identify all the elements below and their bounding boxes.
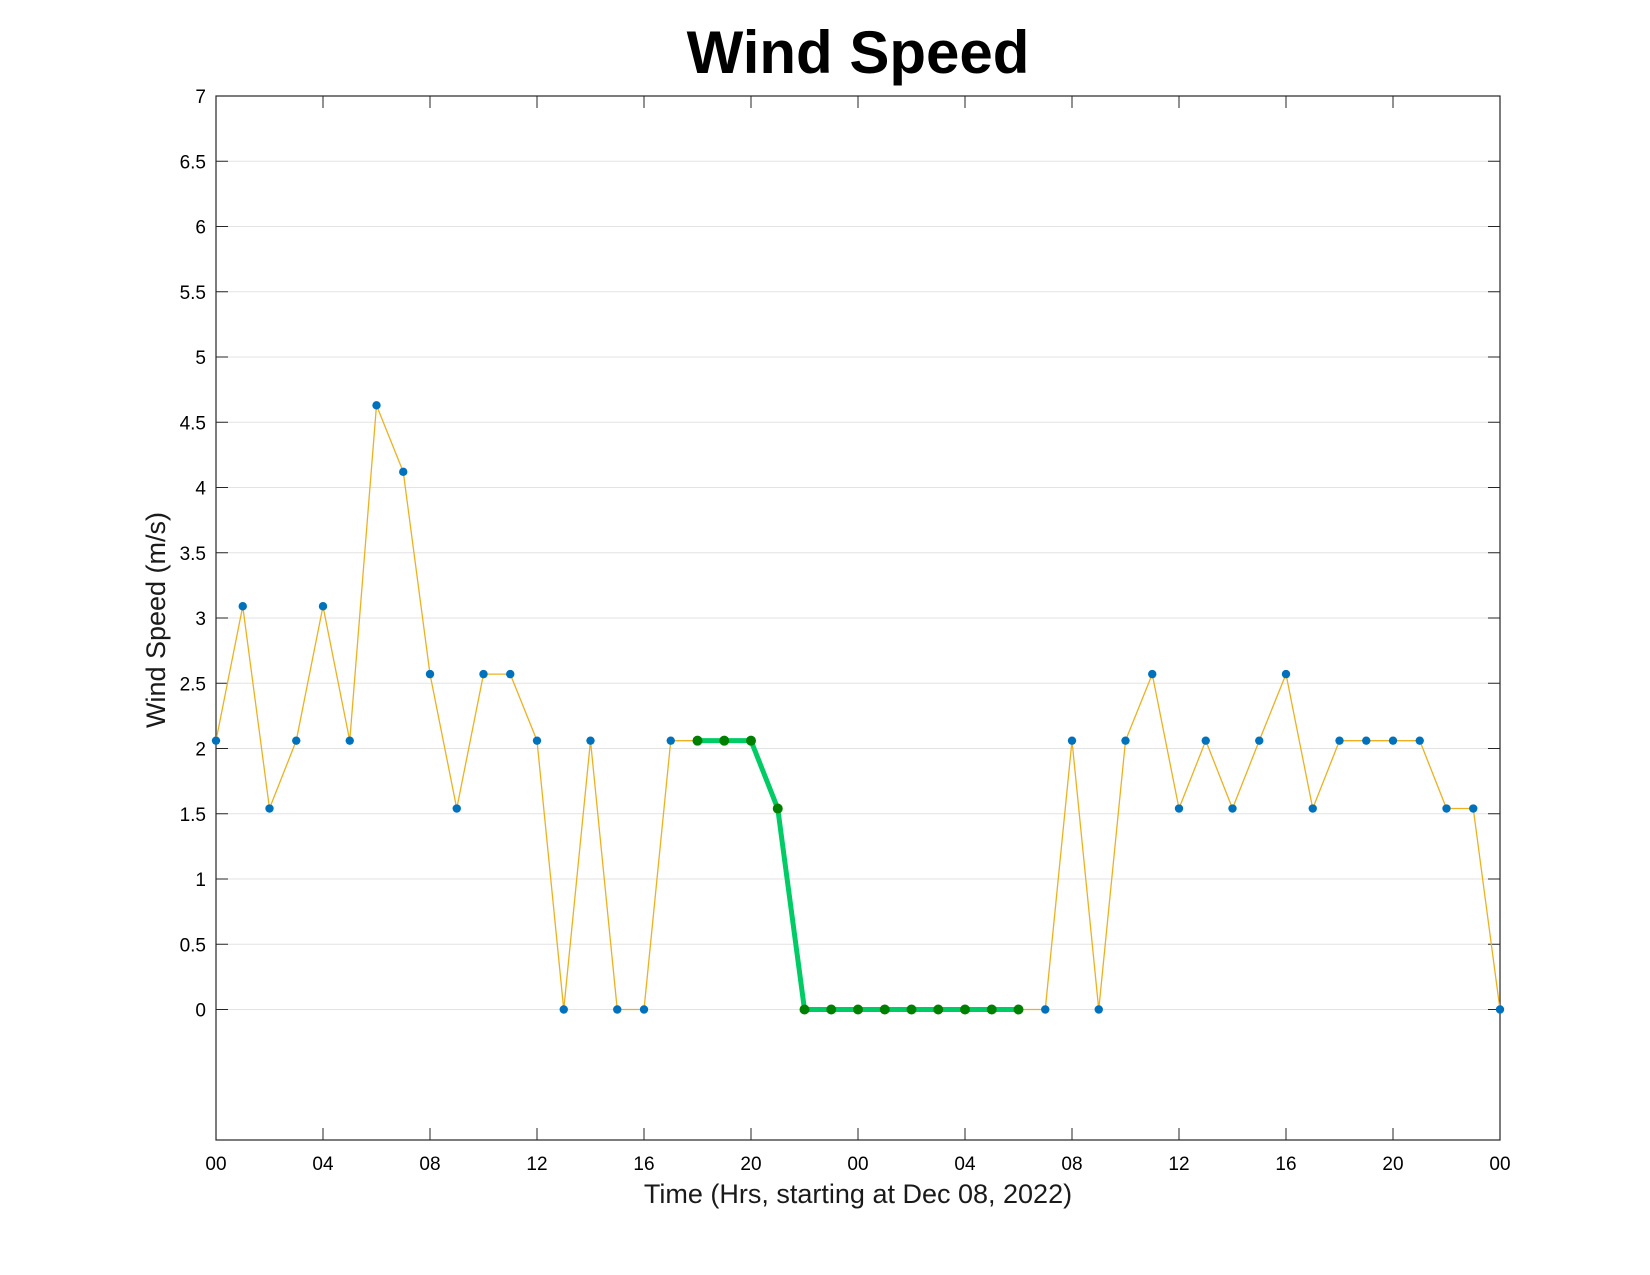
x-tick-label: 12 (1168, 1154, 1189, 1175)
data-point (639, 1005, 649, 1014)
y-tick-label: 7 (195, 87, 206, 108)
y-tick-label: 5.5 (180, 283, 206, 304)
data-point (1415, 736, 1424, 745)
highlight-point (826, 1004, 837, 1015)
x-tick-label: 04 (954, 1154, 976, 1175)
data-point (666, 736, 675, 745)
highlight-point (799, 1004, 810, 1015)
highlight-point (960, 1004, 970, 1015)
highlight-point (746, 735, 756, 746)
data-point (613, 1005, 622, 1014)
y-tick-label: 6.5 (180, 152, 206, 173)
highlight-point (933, 1004, 944, 1015)
data-point (372, 401, 381, 410)
y-tick-label: 3.5 (180, 544, 206, 565)
x-tick-label: 00 (1489, 1154, 1510, 1175)
y-tick-label: 4 (195, 479, 206, 500)
data-point (1201, 736, 1210, 745)
data-point (292, 736, 301, 745)
x-axis-label: Time (Hrs, starting at Dec 08, 2022) (644, 1179, 1072, 1209)
gridlines (216, 95, 1500, 1010)
data-point (425, 669, 435, 679)
highlight-point (1013, 1004, 1024, 1015)
data-point (1442, 804, 1451, 813)
data-point (1469, 804, 1478, 813)
x-tick-label: 20 (1382, 1154, 1403, 1175)
marker-layer (211, 401, 1505, 1015)
highlight-point (692, 735, 703, 746)
y-axis-label: Wind Speed (m/s) (141, 512, 171, 728)
data-point (318, 602, 328, 611)
x-tick-label: 12 (526, 1154, 547, 1175)
highlight-point (719, 735, 730, 746)
y-tick-label: 0.5 (180, 935, 206, 956)
y-tick-label: 1 (195, 870, 206, 891)
data-point (1174, 804, 1184, 813)
data-point (1228, 804, 1237, 813)
highlight-series-line (695, 738, 1021, 1012)
data-point (1094, 1005, 1103, 1014)
x-tick-label: 16 (633, 1154, 654, 1175)
axis-ticks: 0 0.5 1 1.5 2 2.5 3 3.5 4 4.5 5 5.5 6 6.5 7 00 04 08 12 16 2… (180, 87, 1511, 1175)
data-point (1121, 736, 1130, 745)
x-tick-label: 04 (312, 1154, 334, 1175)
x-tick-label: 16 (1275, 1154, 1296, 1175)
data-point (1148, 669, 1157, 679)
data-point (506, 669, 515, 679)
highlight-point (879, 1004, 890, 1015)
y-tick-label: 3 (195, 609, 206, 630)
x-tick-label: 00 (205, 1154, 226, 1175)
chart-title: Wind Speed (687, 19, 1030, 86)
data-point (211, 736, 221, 745)
y-tick-label: 1.5 (180, 805, 206, 826)
data-point (345, 736, 354, 745)
data-point (1041, 1005, 1050, 1014)
y-tick-label: 5 (195, 348, 206, 369)
series-layer (215, 404, 1501, 1012)
highlight-point (986, 1004, 997, 1015)
highlight-point (853, 1004, 863, 1015)
data-point (265, 804, 274, 813)
x-tick-label: 20 (740, 1154, 761, 1175)
wind-speed-line (215, 404, 1501, 1011)
x-tick-label: 00 (847, 1154, 868, 1175)
y-tick-label: 0 (195, 1001, 206, 1022)
data-point (1281, 669, 1291, 679)
data-point (1067, 736, 1077, 745)
x-tick-label: 08 (1061, 1154, 1082, 1175)
highlight-point (906, 1004, 917, 1015)
data-point (399, 467, 408, 477)
data-point (238, 602, 247, 611)
data-point (1335, 736, 1344, 745)
data-point (1388, 736, 1398, 745)
data-point (1495, 1005, 1505, 1014)
data-point (479, 669, 488, 679)
y-tick-label: 6 (195, 218, 206, 239)
y-tick-label: 4.5 (180, 413, 206, 434)
data-point (559, 1005, 568, 1014)
data-point (1362, 736, 1371, 745)
y-tick-label: 2 (195, 740, 206, 761)
highlight-point (772, 803, 783, 814)
data-point (1308, 804, 1317, 813)
data-point (452, 804, 461, 813)
data-point (586, 736, 595, 745)
data-point (1255, 736, 1264, 745)
y-tick-label: 2.5 (180, 674, 206, 695)
data-point (532, 736, 542, 745)
x-tick-label: 08 (419, 1154, 440, 1175)
